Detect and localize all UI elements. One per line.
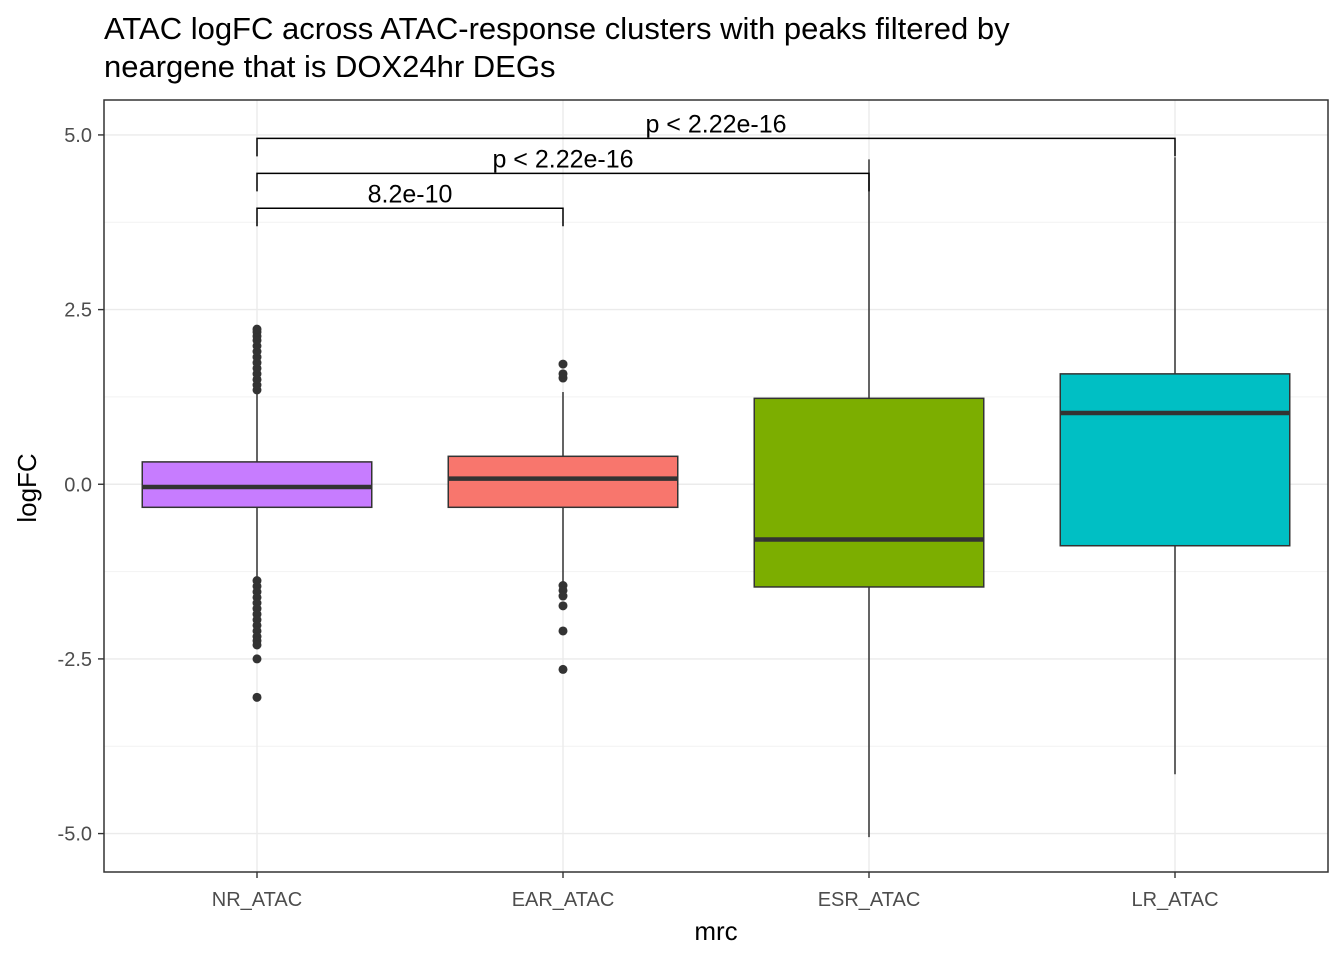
box-EAR_ATAC [447,359,679,674]
outlier-point [558,359,568,369]
x-tick-label: EAR_ATAC [512,889,615,911]
comparison-NR_ATAC-LR_ATAC: p < 2.22e-16 [256,110,1176,157]
p-value-label: p < 2.22e-16 [645,110,786,138]
outlier-point [558,664,568,674]
box-ESR_ATAC [753,159,985,838]
significance-brackets: 8.2e-10 p < 2.22e-16 p < 2.22e-16 [256,110,1176,227]
bracket-line [256,207,564,227]
x-axis-title: mrc [694,916,737,946]
p-value-label: p < 2.22e-16 [492,145,633,173]
outlier-point [252,640,262,650]
y-tick-label: 2.5 [64,300,92,322]
box-body [447,455,679,509]
y-axis: 5.0 2.5 0.0 -2.5 -5.0 [58,125,104,846]
outlier-point [558,369,568,379]
y-tick-label: -5.0 [58,824,92,846]
y-tick-label: 5.0 [64,125,92,147]
box-NR_ATAC [141,324,373,702]
bracket-line [256,172,870,192]
chart-title-line-2: neargene that is DOX24hr DEGs [104,49,556,84]
x-axis: NR_ATAC EAR_ATAC ESR_ATAC LR_ATAC [212,872,1219,911]
box-series [141,157,1291,838]
outlier-point [558,626,568,636]
x-tick-label: ESR_ATAC [818,889,921,911]
outlier-point [252,654,262,664]
x-tick-label: NR_ATAC [212,889,302,911]
chart-title-line-1: ATAC logFC across ATAC-response clusters… [104,11,1010,46]
outlier-point [558,591,568,601]
y-tick-label: -2.5 [58,649,92,671]
x-tick-label: LR_ATAC [1131,889,1218,911]
y-tick-label: 0.0 [64,474,92,496]
p-value-label: 8.2e-10 [368,180,453,208]
y-axis-title: logFC [12,453,42,522]
box-body [753,397,985,588]
box-body [1059,373,1291,547]
box-body [141,461,373,509]
chart-title: ATAC logFC across ATAC-response clusters… [104,10,1284,86]
comparison-NR_ATAC-ESR_ATAC: p < 2.22e-16 [256,145,870,192]
outlier-point [558,601,568,611]
box-LR_ATAC [1059,157,1291,775]
bracket-line [256,137,1176,157]
outlier-point [252,324,262,334]
comparison-NR_ATAC-EAR_ATAC: 8.2e-10 [256,180,564,227]
outlier-point [252,692,262,702]
panel-border [103,99,1329,873]
